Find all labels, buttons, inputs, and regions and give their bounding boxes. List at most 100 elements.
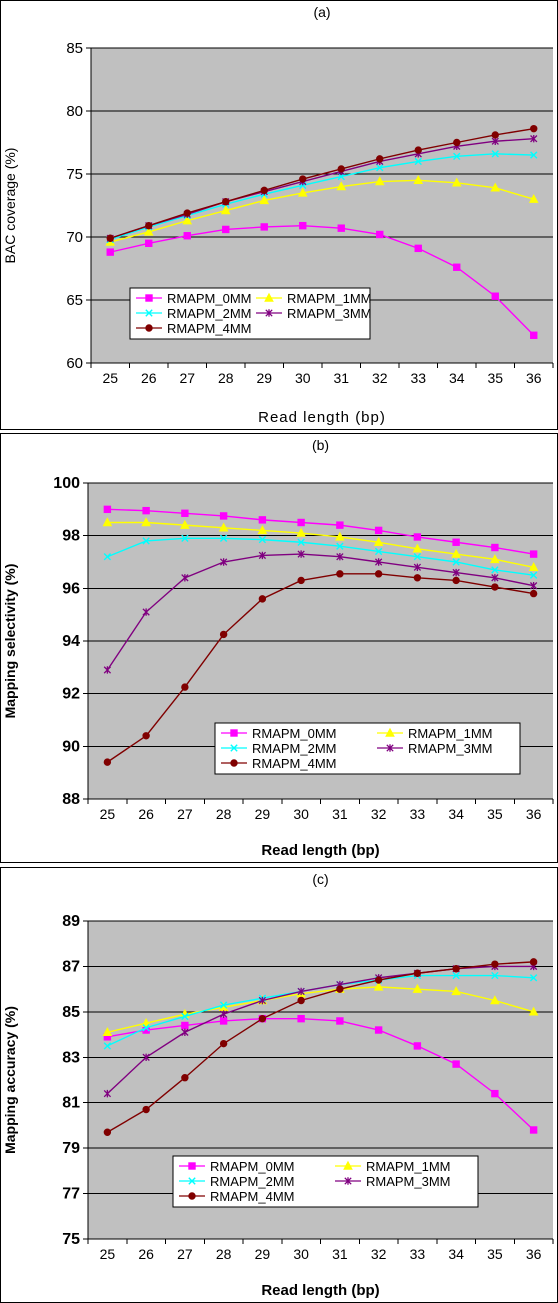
chart-a-legend-label: RMAPM_3MM: [287, 306, 372, 321]
chart-b-data-point: [374, 526, 383, 535]
chart-a-xtick-label: 32: [372, 370, 388, 386]
chart-b-data-point: [452, 558, 460, 566]
chart-b-ytick-label: 100: [53, 475, 80, 492]
chart-c-title: (c): [312, 871, 328, 887]
chart-c-xtick-label: 30: [293, 1246, 309, 1262]
chart-b-data-point: [490, 554, 500, 564]
chart-b-ylabel: Mapping selectivity (%): [2, 564, 18, 719]
chart-b-data-point: [181, 683, 189, 691]
chart-a-xtick-label: 27: [179, 370, 195, 386]
chart-a-xtick-label: 26: [141, 370, 157, 386]
chart-b-data-point: [336, 553, 344, 561]
chart-c-series-line: [107, 986, 534, 1033]
chart-a-xtick-label: 31: [333, 370, 349, 386]
chart-c-data-point: [103, 1089, 112, 1098]
chart-a-data-point: [222, 198, 230, 206]
chart-b-legend-sample-marker: [230, 759, 238, 767]
chart-a-data-point: [453, 152, 461, 161]
chart-b-ytick-label: 94: [62, 633, 80, 650]
chart-c-data-point: [412, 983, 423, 993]
chart-a-data-point: [530, 151, 538, 159]
chart-a-xtick-label: 34: [449, 370, 465, 386]
chart-b-series-2: [103, 534, 538, 579]
chart-b-data-point: [142, 608, 150, 616]
chart-b-legend-label: RMAPM_1MM: [408, 726, 493, 741]
chart-c-data-point: [181, 1012, 189, 1021]
chart-c-data-point: [142, 1053, 150, 1061]
chart-a-xtick-label: 30: [295, 370, 311, 386]
chart-b-xtick-label: 30: [293, 806, 309, 822]
chart-c-svg: 75 77 79 81 83 85 87 89 25 26 27 28 29 30 31 32 33 34 35 36…: [0, 867, 558, 1303]
chart-b-data-point: [142, 537, 150, 545]
chart-c-ytick-label: 77: [62, 1186, 80, 1203]
chart-b-series-4: [103, 570, 538, 766]
chart-a-legend-sample-marker: [145, 309, 153, 317]
chart-b-data-point: [529, 550, 538, 558]
chart-c-legend-sample-marker: [344, 1177, 352, 1185]
chart-b-ytick-label: 92: [62, 686, 80, 703]
chart-panel-c: 75 77 79 81 83 85 87 89 25 26 27 28 29 30 31 32 33 34 35 36…: [0, 867, 558, 1303]
chart-c-data-point: [529, 958, 538, 966]
chart-c-xtick-label: 25: [100, 1246, 116, 1262]
chart-c-data-point: [374, 976, 383, 984]
chart-b-data-point: [180, 519, 190, 529]
chart-c-data-point: [219, 1017, 228, 1025]
chart-a-data-point: [491, 131, 499, 139]
chart-a-data-point: [451, 177, 462, 187]
chart-b-data-point: [491, 574, 499, 582]
chart-b-xtick-label: 29: [255, 806, 271, 822]
chart-b-legend-sample-marker: [385, 727, 395, 737]
chart-b-data-point: [181, 574, 189, 582]
chart-b-xtick-label: 36: [526, 806, 542, 822]
chart-a-data-point: [453, 138, 461, 147]
chart-a-legend: RMAPM_0MM RMAPM_1MM RMAPM_2MM RMAPM_3MM RMAP…: [129, 287, 372, 340]
chart-b-svg: 88 90 92 94 96 98 100 25 26 27 28 29 30 31 32 33 34 35 36 (…: [0, 433, 558, 863]
chart-c-ylabel: Mapping accuracy (%): [2, 1006, 18, 1154]
chart-c-xtick-label: 32: [371, 1246, 387, 1262]
chart-c-data-point: [528, 1006, 539, 1016]
chart-a-xtick-label: 33: [410, 370, 426, 386]
chart-a-legend-sample-marker: [145, 294, 153, 302]
chart-b-series-line: [106, 573, 534, 763]
chart-b-data-point: [529, 571, 538, 579]
chart-b-legend: RMAPM_0MM RMAPM_1MM RMAPM_2MM RMAPM_3MM RMAP…: [214, 722, 521, 775]
chart-c-data-point: [491, 960, 499, 968]
chart-b-data-point: [374, 547, 383, 556]
chart-a-data-point: [260, 186, 268, 195]
chart-b-data-point: [296, 527, 306, 537]
chart-b-series-line: [107, 508, 534, 555]
chart-a-xtick-label: 35: [487, 370, 503, 386]
chart-c-legend-sample-marker: [188, 1192, 196, 1200]
chart-b-xtick-label: 34: [448, 806, 464, 822]
chart-a-legend-label: RMAPM_4MM: [167, 321, 252, 336]
chart-b-data-point: [258, 535, 267, 544]
chart-a-xtick-label: 29: [256, 370, 272, 386]
chart-b-data-point: [451, 548, 461, 558]
chart-b-data-point: [374, 558, 383, 566]
chart-a-legend-label: RMAPM_0MM: [167, 291, 252, 306]
chart-b-data-point: [529, 589, 538, 598]
chart-c-ytick-label: 75: [62, 1231, 80, 1248]
chart-b-series-1: [102, 517, 539, 571]
chart-b-data-point: [413, 533, 422, 541]
chart-c-data-point: [529, 974, 538, 982]
chart-b-data-point: [102, 517, 113, 527]
chart-c-legend: RMAPM_0MM RMAPM_1MM RMAPM_2MM RMAPM_3MM RMAP…: [172, 1155, 479, 1208]
chart-panel-b: 88 90 92 94 96 98 100 25 26 27 28 29 30 31 32 33 34 35 36 (…: [0, 433, 558, 863]
chart-a-svg: 60 65 70 75 80 85 25 26 27 28 29 30 31 32 33 34 35 36 (a) R…: [0, 0, 558, 430]
chart-a-data-point: [530, 331, 538, 339]
chart-b-ytick-label: 98: [62, 528, 80, 545]
chart-c-data-point: [103, 1128, 112, 1136]
chart-a-legend-box: [129, 287, 371, 340]
chart-b-data-point: [103, 553, 112, 561]
chart-b-xtick-label: 25: [100, 806, 116, 822]
chart-c-legend-sample-marker: [188, 1177, 196, 1185]
chart-a-legend-label: RMAPM_2MM: [167, 306, 252, 321]
chart-c-data-point: [297, 996, 305, 1005]
chart-a-data-point: [530, 124, 538, 133]
chart-a-legend-sample-marker: [265, 309, 273, 317]
chart-b-xtick-label: 27: [177, 806, 193, 822]
chart-c-legend-label: RMAPM_1MM: [366, 1159, 451, 1174]
chart-c-xtick-label: 36: [526, 1246, 542, 1262]
chart-a-data-point: [376, 230, 384, 239]
